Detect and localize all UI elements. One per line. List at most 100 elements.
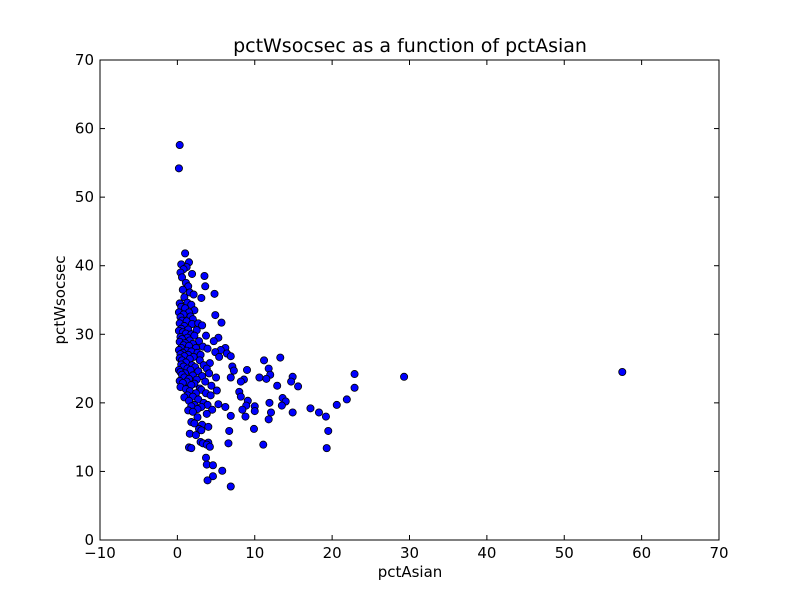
data-point bbox=[188, 269, 197, 278]
data-point bbox=[314, 408, 323, 417]
data-point bbox=[618, 367, 627, 376]
y-tick-label: 20 bbox=[75, 394, 94, 412]
x-tick-label: 40 bbox=[477, 544, 496, 562]
data-point bbox=[217, 318, 226, 327]
data-point bbox=[236, 377, 245, 386]
data-point bbox=[202, 331, 211, 340]
data-point bbox=[203, 344, 212, 353]
data-point bbox=[277, 401, 286, 410]
data-point bbox=[190, 419, 199, 428]
data-point bbox=[200, 271, 209, 280]
data-point bbox=[221, 402, 230, 411]
data-point bbox=[266, 408, 275, 417]
data-point bbox=[197, 426, 206, 435]
data-point bbox=[214, 400, 223, 409]
data-point bbox=[262, 374, 271, 383]
data-point bbox=[226, 482, 235, 491]
data-point bbox=[215, 352, 224, 361]
data-point bbox=[202, 409, 211, 418]
data-point bbox=[226, 352, 235, 361]
data-points bbox=[174, 141, 627, 491]
data-point bbox=[191, 431, 200, 440]
data-point bbox=[400, 372, 409, 381]
data-point bbox=[181, 249, 190, 258]
y-tick-label: 30 bbox=[75, 325, 94, 343]
data-point bbox=[208, 405, 217, 414]
x-tick-label: 0 bbox=[173, 544, 183, 562]
data-point bbox=[288, 408, 297, 417]
x-tick-label: 50 bbox=[555, 544, 574, 562]
y-tick-label: 10 bbox=[75, 462, 94, 480]
data-point bbox=[225, 426, 234, 435]
x-tick-label: 20 bbox=[323, 544, 342, 562]
y-tick-label: 70 bbox=[75, 51, 94, 69]
data-point bbox=[342, 395, 351, 404]
y-axis-label: pctWsocsec bbox=[51, 255, 69, 344]
data-point bbox=[224, 439, 233, 448]
y-tick-label: 40 bbox=[75, 257, 94, 275]
data-point bbox=[202, 453, 211, 462]
data-point bbox=[350, 370, 359, 379]
data-point bbox=[212, 373, 221, 382]
data-point bbox=[193, 413, 202, 422]
data-point bbox=[208, 472, 217, 481]
x-axis-label: pctAsian bbox=[378, 563, 443, 581]
data-point bbox=[322, 444, 331, 453]
data-point bbox=[324, 426, 333, 435]
data-point bbox=[189, 290, 198, 299]
y-tick-label: 50 bbox=[75, 188, 94, 206]
data-point bbox=[205, 442, 214, 451]
data-point bbox=[218, 466, 227, 475]
data-point bbox=[287, 377, 296, 386]
data-point bbox=[212, 386, 221, 395]
data-point bbox=[226, 373, 235, 382]
data-point bbox=[276, 353, 285, 362]
data-point bbox=[249, 424, 258, 433]
x-tick-label: −10 bbox=[84, 544, 116, 562]
data-point bbox=[188, 407, 197, 416]
data-point bbox=[229, 366, 238, 375]
data-point bbox=[207, 381, 216, 390]
data-point bbox=[306, 404, 315, 413]
data-point bbox=[206, 391, 215, 400]
data-point bbox=[236, 392, 245, 401]
data-point bbox=[205, 369, 214, 378]
data-point bbox=[201, 282, 210, 291]
x-tick-label: 60 bbox=[632, 544, 651, 562]
data-point bbox=[204, 422, 213, 431]
data-point bbox=[260, 356, 269, 365]
data-point bbox=[211, 311, 220, 320]
data-point bbox=[226, 411, 235, 420]
data-point bbox=[175, 141, 184, 150]
data-point bbox=[187, 444, 196, 453]
data-point bbox=[208, 461, 217, 470]
x-tick-label: 70 bbox=[709, 544, 728, 562]
data-point bbox=[203, 476, 212, 485]
y-tick-label: 60 bbox=[75, 120, 94, 138]
data-point bbox=[250, 407, 259, 416]
data-point bbox=[201, 377, 210, 386]
chart-title: pctWsocsec as a function of pctAsian bbox=[233, 35, 587, 57]
data-point bbox=[178, 285, 187, 294]
x-tick-label: 30 bbox=[400, 544, 419, 562]
data-point bbox=[210, 289, 219, 298]
data-point bbox=[350, 383, 359, 392]
data-point bbox=[264, 415, 273, 424]
data-point bbox=[259, 440, 268, 449]
data-point bbox=[332, 400, 341, 409]
data-point bbox=[265, 398, 274, 407]
data-point bbox=[174, 164, 183, 173]
data-point bbox=[321, 412, 330, 421]
data-point bbox=[178, 273, 187, 282]
data-point bbox=[255, 373, 264, 382]
data-point bbox=[198, 321, 207, 330]
data-point bbox=[238, 405, 247, 414]
data-point bbox=[241, 412, 250, 421]
y-tick-label: 0 bbox=[84, 531, 94, 549]
plot-area bbox=[99, 59, 720, 541]
data-point bbox=[243, 365, 252, 374]
data-point bbox=[273, 381, 282, 390]
x-tick-label: 10 bbox=[245, 544, 264, 562]
